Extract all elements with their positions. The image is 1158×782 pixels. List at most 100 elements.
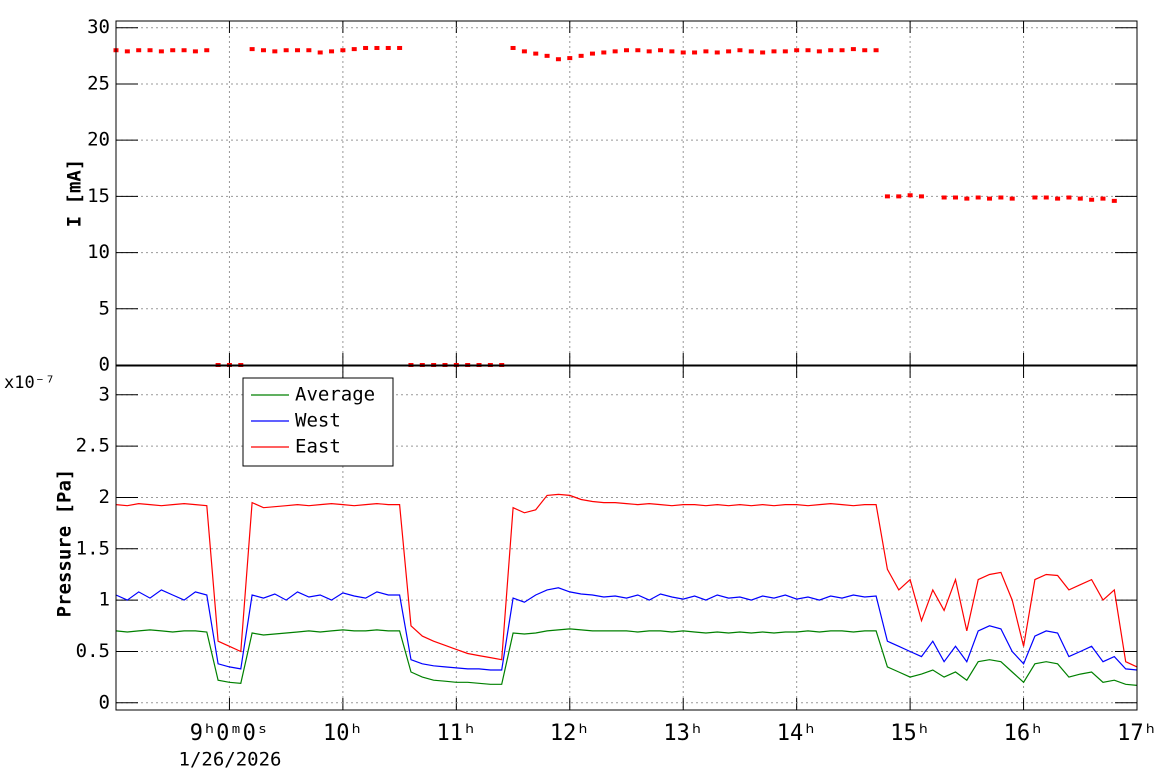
data-point bbox=[1100, 196, 1106, 201]
data-point bbox=[136, 48, 142, 53]
data-point bbox=[612, 49, 618, 54]
data-point bbox=[1032, 195, 1038, 200]
y-tick-label: 30 bbox=[87, 16, 110, 38]
data-point bbox=[703, 49, 709, 54]
data-point bbox=[181, 48, 187, 53]
data-point bbox=[850, 47, 856, 52]
data-point bbox=[987, 196, 993, 201]
data-point bbox=[158, 49, 164, 54]
data-point bbox=[918, 194, 924, 199]
y-axis-title: I [mA] bbox=[64, 159, 86, 228]
y-tick-label: 20 bbox=[87, 129, 110, 151]
data-point bbox=[646, 49, 652, 54]
y-tick-label: 0 bbox=[99, 354, 110, 376]
data-point bbox=[170, 48, 176, 53]
data-point bbox=[555, 57, 561, 62]
data-point bbox=[351, 47, 357, 52]
y-tick-label: 10 bbox=[87, 241, 110, 263]
data-point bbox=[589, 51, 595, 56]
data-point bbox=[828, 48, 834, 53]
y-tick-label: 2.5 bbox=[76, 435, 110, 457]
data-point bbox=[624, 48, 629, 53]
data-point bbox=[975, 195, 981, 200]
data-point bbox=[805, 48, 811, 53]
y-tick-label: 1.5 bbox=[76, 537, 110, 559]
legend bbox=[242, 377, 394, 467]
data-point bbox=[147, 48, 153, 53]
x-tick-label: 17ʰ bbox=[1117, 721, 1157, 746]
data-point bbox=[952, 195, 958, 200]
data-point bbox=[680, 50, 686, 55]
data-point bbox=[295, 48, 301, 53]
x-tick-label: 10ʰ bbox=[323, 721, 363, 746]
data-point bbox=[726, 49, 732, 54]
data-point bbox=[567, 56, 573, 61]
data-point bbox=[873, 48, 879, 53]
data-point bbox=[1077, 196, 1083, 201]
data-point bbox=[964, 196, 970, 201]
x-tick-label: 16ʰ bbox=[1004, 721, 1044, 746]
data-point bbox=[714, 50, 720, 55]
data-point bbox=[317, 50, 323, 55]
data-point bbox=[192, 49, 198, 54]
x-tick-label: 9ʰ0ᵐ0ˢ bbox=[190, 721, 269, 746]
data-point bbox=[601, 50, 607, 55]
data-point bbox=[260, 48, 266, 53]
series-line bbox=[115, 493, 1138, 668]
data-point bbox=[1089, 197, 1095, 202]
data-point bbox=[340, 48, 346, 53]
x-tick-label: 12ʰ bbox=[550, 721, 590, 746]
data-point bbox=[510, 45, 516, 50]
series-line bbox=[115, 587, 1138, 671]
series-line bbox=[115, 628, 1138, 686]
data-point bbox=[998, 195, 1004, 200]
data-point bbox=[862, 48, 868, 53]
data-point bbox=[692, 50, 698, 55]
data-point bbox=[884, 194, 890, 199]
data-point bbox=[521, 49, 527, 54]
plot-area bbox=[115, 493, 1138, 686]
data-point bbox=[544, 53, 550, 58]
plot-frame bbox=[115, 20, 1138, 366]
data-point bbox=[771, 49, 777, 54]
data-point bbox=[578, 53, 584, 58]
data-point bbox=[896, 194, 902, 199]
y-tick-label: 15 bbox=[87, 185, 110, 207]
data-point bbox=[1043, 195, 1049, 200]
data-point bbox=[669, 49, 675, 54]
data-point bbox=[272, 49, 278, 54]
x-tick-label: 14ʰ bbox=[777, 721, 817, 746]
data-point bbox=[329, 49, 335, 54]
y-tick-label: 3 bbox=[99, 383, 110, 405]
x-tick-label: 13ʰ bbox=[663, 721, 703, 746]
data-point bbox=[635, 48, 641, 53]
axis-exponent: x10⁻⁷ bbox=[4, 373, 55, 393]
data-point bbox=[794, 48, 800, 53]
data-point bbox=[816, 49, 822, 54]
y-tick-label: 0 bbox=[99, 691, 110, 713]
data-point bbox=[760, 50, 766, 55]
data-point bbox=[204, 48, 210, 53]
data-point bbox=[1066, 195, 1072, 200]
data-point bbox=[283, 48, 289, 53]
y-tick-label: 1 bbox=[99, 589, 110, 611]
y-tick-label: 2 bbox=[99, 486, 110, 508]
legend-label: Average bbox=[295, 384, 375, 406]
data-point bbox=[737, 48, 743, 53]
data-point bbox=[249, 47, 255, 52]
data-point bbox=[397, 45, 403, 50]
x-tick-label: 11ʰ bbox=[436, 721, 476, 746]
plot-frame bbox=[115, 365, 1138, 711]
data-point bbox=[533, 51, 539, 56]
data-point bbox=[374, 45, 380, 50]
data-point bbox=[658, 48, 664, 53]
data-point bbox=[306, 48, 312, 53]
y-tick-label: 0.5 bbox=[76, 640, 110, 662]
data-point bbox=[1009, 196, 1015, 201]
legend-label: West bbox=[295, 410, 341, 432]
data-point bbox=[941, 195, 947, 200]
y-tick-label: 5 bbox=[99, 297, 110, 319]
legend-label: East bbox=[295, 436, 341, 458]
